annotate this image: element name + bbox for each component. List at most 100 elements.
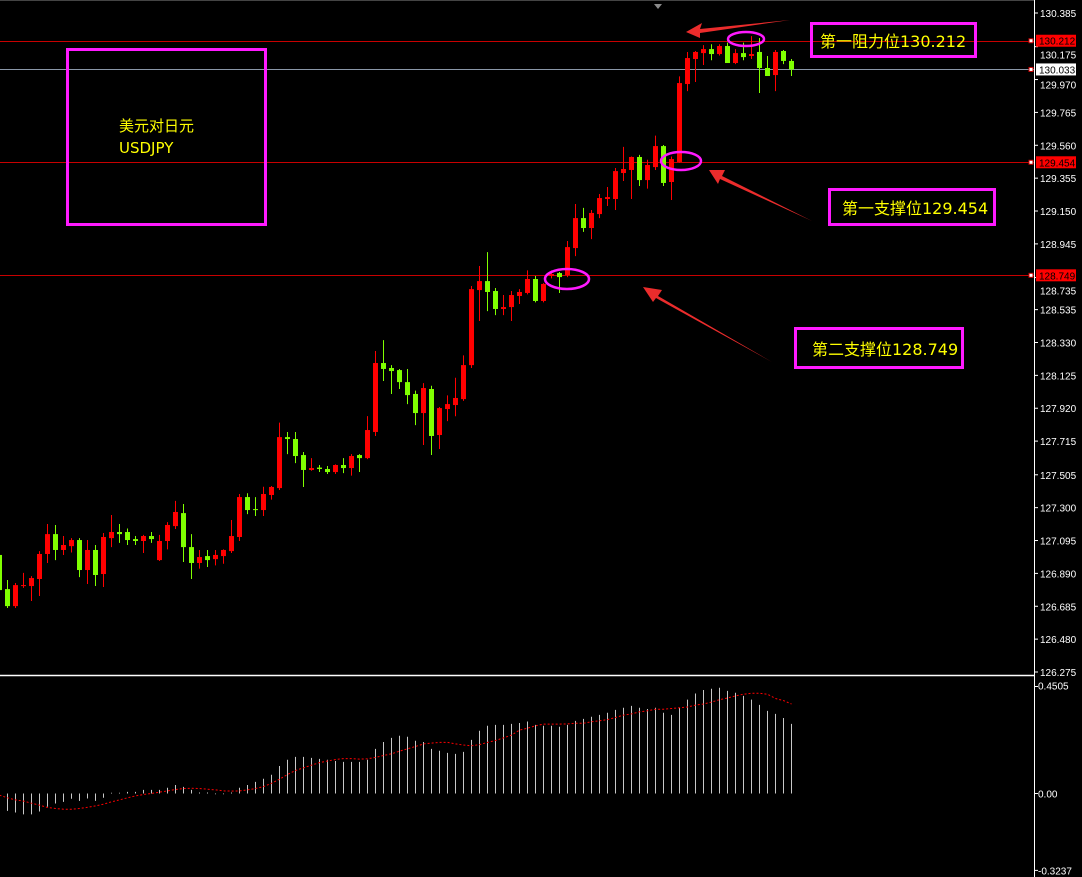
candle[interactable] [309,458,314,471]
resistance-1-arrow-icon[interactable] [686,20,790,38]
candle[interactable] [317,465,322,473]
candle[interactable] [333,464,338,474]
candle[interactable] [53,524,58,561]
candle[interactable] [765,55,770,77]
candle[interactable] [389,365,394,394]
candle[interactable] [125,528,130,546]
candle[interactable] [21,572,26,588]
candle[interactable] [301,452,306,487]
support-1-ellipse[interactable] [659,150,703,172]
candle[interactable] [325,465,330,474]
candle[interactable] [461,355,466,401]
candle[interactable] [517,289,522,305]
candle[interactable] [341,458,346,474]
candle[interactable] [533,275,538,303]
candle[interactable] [269,486,274,500]
candle[interactable] [29,576,34,601]
candle[interactable] [5,579,10,609]
candle[interactable] [613,168,618,211]
candle[interactable] [61,536,66,555]
support-2-ellipse[interactable] [543,267,591,291]
candle[interactable] [749,36,754,60]
candle[interactable] [717,44,722,56]
candle[interactable] [429,385,434,456]
candle[interactable] [773,50,778,92]
candle[interactable] [693,51,698,82]
candle[interactable] [597,194,602,219]
chart-shift-marker-icon[interactable] [654,4,662,9]
candle[interactable] [69,538,74,553]
candle[interactable] [477,266,482,322]
candle[interactable] [237,494,242,542]
candle[interactable] [213,549,218,566]
support-2-arrow-icon[interactable] [643,287,772,362]
candle[interactable] [229,519,234,554]
candle[interactable] [629,156,634,199]
candle[interactable] [365,416,370,460]
candle[interactable] [501,295,506,316]
candle[interactable] [637,154,642,187]
candle[interactable] [509,291,514,322]
candle[interactable] [181,503,186,563]
support-2-box[interactable] [794,327,964,369]
candle[interactable] [37,551,42,596]
candle[interactable] [221,549,226,564]
candle[interactable] [413,390,418,426]
candle[interactable] [373,350,378,436]
candle[interactable] [93,545,98,587]
resistance-1-box[interactable] [810,22,977,58]
candle[interactable] [541,283,546,303]
candle[interactable] [757,38,762,94]
candle[interactable] [445,395,450,422]
candle[interactable] [725,42,730,64]
candle[interactable] [565,241,570,278]
candle[interactable] [437,406,442,449]
symbol-box[interactable] [66,48,267,226]
candle[interactable] [733,49,738,65]
candle[interactable] [645,159,650,189]
candle[interactable] [621,146,626,182]
candle[interactable] [685,51,690,92]
candle[interactable] [0,553,2,595]
candle[interactable] [669,156,674,200]
candle[interactable] [677,76,682,163]
candle[interactable] [405,368,410,405]
candle[interactable] [253,497,258,516]
candle[interactable] [285,431,290,455]
candle[interactable] [493,287,498,316]
candle[interactable] [397,368,402,389]
candle[interactable] [77,538,82,578]
candle[interactable] [85,540,90,584]
support-1-box[interactable] [828,188,996,226]
candle[interactable] [157,534,162,562]
candle[interactable] [605,186,610,207]
candle[interactable] [277,422,282,491]
candle[interactable] [205,549,210,567]
candle[interactable] [141,534,146,554]
candle[interactable] [453,377,458,417]
candle[interactable] [13,583,18,609]
candle[interactable] [421,383,426,445]
candle[interactable] [45,524,50,563]
candle[interactable] [349,454,354,476]
candle[interactable] [573,203,578,257]
candle[interactable] [485,252,490,312]
candle[interactable] [133,536,138,546]
support-1-arrow-icon[interactable] [709,170,812,221]
candle[interactable] [525,270,530,295]
candle[interactable] [165,522,170,550]
candle[interactable] [709,44,714,61]
candle[interactable] [469,286,474,368]
candle[interactable] [109,515,114,548]
candle[interactable] [589,210,594,240]
candle[interactable] [101,532,106,588]
candle[interactable] [149,532,154,543]
candle[interactable] [581,207,586,232]
candle[interactable] [173,500,178,529]
candle[interactable] [189,534,194,580]
candle[interactable] [245,493,250,515]
candle[interactable] [381,340,386,381]
candle[interactable] [293,431,298,464]
candle[interactable] [117,524,122,543]
